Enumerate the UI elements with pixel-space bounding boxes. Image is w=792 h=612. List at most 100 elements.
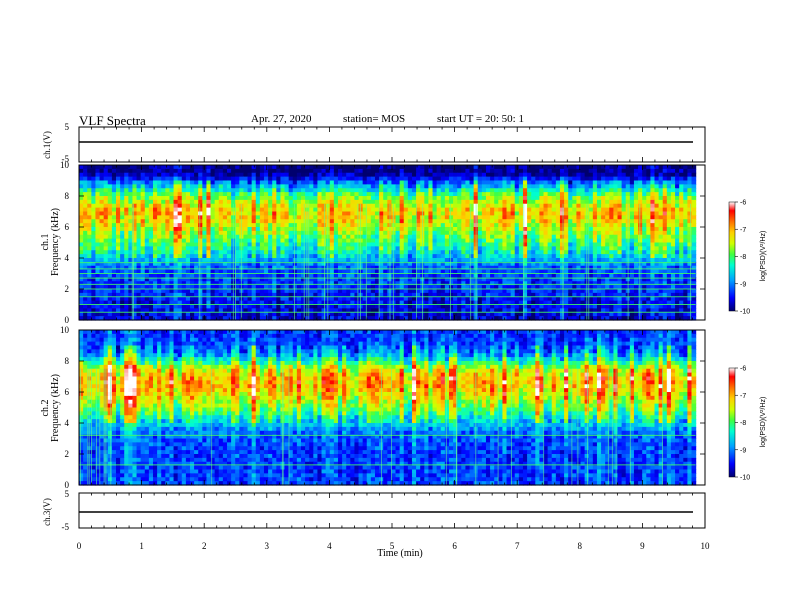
- spectrogram-cell: [387, 199, 393, 205]
- spectrogram-cell: [342, 242, 347, 247]
- spectrogram-cell: [132, 207, 138, 213]
- spectrogram-cell: [189, 254, 195, 259]
- spectrogram-cell: [424, 285, 430, 290]
- spectrogram-cell: [313, 165, 319, 170]
- spectrogram-cell: [444, 168, 450, 174]
- spectrogram-cell: [218, 207, 224, 213]
- spectrogram-cell: [177, 269, 183, 275]
- spectrogram-cell: [576, 258, 582, 263]
- spectrogram-cell: [535, 261, 540, 267]
- spectrogram-cell: [576, 184, 582, 189]
- spectrogram-cell: [165, 168, 171, 174]
- spectrogram-cell: [440, 281, 446, 286]
- spectrogram-cell: [292, 176, 298, 182]
- spectrogram-cell: [370, 246, 376, 251]
- spectrogram-cell: [601, 223, 606, 228]
- spectrogram-cell: [642, 199, 647, 205]
- spectrogram-cell: [448, 254, 454, 259]
- spectrogram-cell: [272, 180, 277, 185]
- spectrogram-cell: [333, 176, 339, 182]
- spectrogram-cell: [350, 211, 356, 216]
- spectrogram-cell: [111, 215, 117, 220]
- spectrogram-cell: [633, 234, 639, 240]
- spectrogram-cell: [428, 227, 434, 232]
- spectrogram-cell: [218, 281, 224, 286]
- spectrogram-cell: [99, 215, 105, 220]
- spectrogram-cell: [111, 269, 117, 275]
- spectrogram-cell: [99, 234, 105, 240]
- spectrogram-cell: [140, 207, 146, 213]
- spectrogram-cell: [177, 215, 183, 220]
- spectrogram-cell: [399, 172, 405, 178]
- spectrogram-cell: [259, 184, 265, 189]
- spectrogram-cell: [477, 196, 483, 201]
- spectrogram-cell: [662, 172, 668, 178]
- spectrogram-cell: [596, 196, 602, 201]
- spectrogram-cell: [605, 234, 610, 240]
- spectrogram-cell: [642, 196, 647, 201]
- spectrogram-cell: [448, 230, 454, 236]
- spectrogram-cell: [555, 269, 561, 275]
- spectrogram-cell: [416, 261, 421, 267]
- spectrogram-cell: [559, 176, 565, 182]
- spectrogram-cell: [596, 215, 602, 220]
- spectrogram-cell: [255, 250, 261, 255]
- spectrogram-cell: [403, 211, 409, 216]
- spectrogram-cell: [473, 184, 479, 189]
- spectrogram-cell: [288, 176, 294, 182]
- spectrogram-cell: [148, 219, 154, 224]
- spectrogram-cell: [103, 199, 109, 205]
- spectrogram-cell: [214, 246, 220, 251]
- spectrogram-cell: [592, 246, 598, 251]
- spectrogram-cell: [477, 180, 483, 185]
- spectrogram-cell: [87, 273, 92, 278]
- spectrogram-cell: [107, 219, 113, 224]
- spectrogram-cell: [296, 180, 302, 185]
- spectrogram-cell: [691, 227, 697, 232]
- spectrogram-cell: [666, 238, 672, 244]
- spectrogram-cell: [498, 238, 503, 244]
- spectrogram-cell: [510, 215, 516, 220]
- spectrogram-cell: [518, 277, 524, 282]
- spectrogram-cell: [280, 184, 286, 189]
- spectrogram-cell: [576, 281, 582, 286]
- spectrogram-cell: [99, 242, 105, 247]
- spectrogram-cell: [461, 281, 467, 286]
- spectrogram-cell: [144, 207, 150, 213]
- spectrogram-cell: [453, 176, 458, 182]
- spectrogram-cell: [206, 199, 212, 205]
- spectrogram-cell: [469, 261, 475, 267]
- spectrogram-cell: [629, 176, 635, 182]
- spectrogram-cell: [95, 258, 101, 263]
- spectrogram-cell: [210, 289, 216, 294]
- spectrogram-cell: [259, 281, 265, 286]
- spectrogram-cell: [428, 269, 434, 275]
- spectrogram-cell: [83, 184, 88, 189]
- spectrogram-cell: [670, 281, 676, 286]
- spectrogram-cell: [292, 230, 298, 236]
- spectrogram-cell: [329, 176, 335, 182]
- spectrogram-cell: [551, 246, 557, 251]
- spectrogram-cell: [350, 265, 356, 271]
- spectrogram-cell: [157, 196, 162, 201]
- spectrogram-cell: [658, 273, 664, 278]
- spectrogram-cell: [116, 250, 121, 255]
- spectrogram-cell: [337, 165, 343, 170]
- spectrogram-cell: [531, 269, 536, 275]
- spectrogram-cell: [272, 261, 277, 267]
- spectrogram-cell: [243, 258, 249, 263]
- spectrogram-cell: [144, 196, 150, 201]
- spectrogram-cell: [411, 203, 417, 209]
- spectrogram-cell: [543, 250, 549, 255]
- spectrogram-cell: [596, 242, 602, 247]
- spectrogram-cell: [280, 230, 286, 236]
- spectrogram-cell: [144, 246, 150, 251]
- spectrogram-cell: [584, 165, 590, 170]
- spectrogram-cell: [580, 230, 586, 236]
- spectrogram-cell: [596, 254, 602, 259]
- spectrogram-cell: [280, 207, 286, 213]
- spectrogram-cell: [646, 258, 651, 263]
- spectrogram-cell: [490, 184, 495, 189]
- spectrogram-cell: [691, 172, 697, 178]
- spectrogram-cell: [370, 234, 376, 240]
